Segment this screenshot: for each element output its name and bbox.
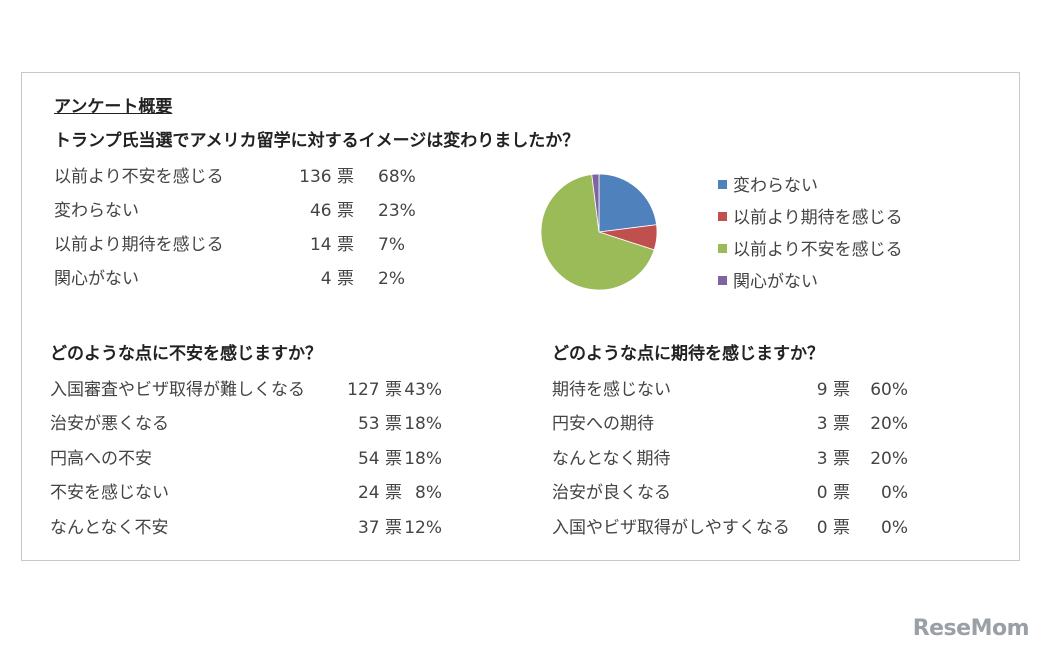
q1-row-label: 以前より不安を感じる (54, 167, 224, 187)
q1-row-votes: 14 票 (309, 235, 354, 255)
legend-swatch-red (718, 211, 727, 221)
q1-row-pct: 2% (378, 269, 405, 289)
q3-row-votes: 9 票 (816, 380, 850, 400)
q2-row-votes: 37 票 (357, 518, 402, 538)
q1-row-pct: 68% (378, 167, 416, 187)
q2-row-pct: 18% (404, 449, 442, 469)
q2-row-label: 円高への不安 (50, 449, 152, 469)
q3-row-votes: 3 票 (816, 414, 850, 434)
q2-row-label: 治安が悪くなる (50, 414, 169, 434)
q2-title: どのような点に不安を感じますか？ (50, 344, 322, 364)
pie-slice-1 (598, 173, 657, 233)
q2-row-votes: 53 票 (357, 414, 402, 434)
survey-panel: アンケート概要 トランプ氏当選でアメリカ留学に対するイメージは変わりましたか？ … (21, 72, 1020, 561)
legend-swatch-blue (718, 179, 727, 189)
survey-title: アンケート概要 (54, 97, 173, 117)
pie-slice-4 (591, 173, 600, 233)
q3-row-votes: 0 票 (816, 518, 850, 538)
resemom-logo: ReseMom (912, 616, 1030, 641)
q3-row-pct: 0% (881, 518, 908, 538)
legend-swatch-green (718, 243, 727, 253)
q3-row-label: 円安への期待 (552, 414, 654, 434)
legend-item: 以前より不安を感じる (718, 235, 903, 260)
q2-row-votes: 24 票 (357, 483, 402, 503)
q2-row-label: 不安を感じない (50, 483, 169, 503)
q2-row-votes: 127 票 (347, 380, 402, 400)
q3-row-pct: 20% (870, 414, 908, 434)
q3-row-label: 治安が良くなる (552, 483, 671, 503)
q1-row-votes: 4 票 (320, 269, 354, 289)
q1-row-pct: 7% (378, 235, 405, 255)
q2-row-pct: 12% (404, 518, 442, 538)
q3-row-pct: 60% (870, 380, 908, 400)
q3-row-pct: 20% (870, 449, 908, 469)
q1-row-votes: 136 票 (299, 167, 354, 187)
q3-row-label: 期待を感じない (552, 380, 671, 400)
q1-row-votes: 46 票 (309, 201, 354, 221)
pie-slice-3 (540, 174, 655, 291)
q1-title: トランプ氏当選でアメリカ留学に対するイメージは変わりましたか？ (54, 131, 580, 151)
legend-item: 以前より期待を感じる (718, 203, 903, 228)
q3-row-label: なんとなく期待 (552, 449, 671, 469)
q3-row-votes: 0 票 (816, 483, 850, 503)
q1-row-label: 関心がない (54, 269, 139, 289)
pie-legend: 変わらない 以前より期待を感じる 以前より不安を感じる 関心がない (718, 171, 978, 301)
q3-row-votes: 3 票 (816, 449, 850, 469)
q3-title: どのような点に期待を感じますか？ (552, 344, 824, 364)
q2-row-pct: 43% (404, 380, 442, 400)
q1-row-pct: 23% (378, 201, 416, 221)
pie-chart (540, 173, 658, 291)
q1-row-label: 変わらない (54, 201, 139, 221)
q1-row-label: 以前より期待を感じる (54, 235, 224, 255)
legend-item: 関心がない (718, 267, 818, 292)
q2-row-label: 入国審査やビザ取得が難しくなる (50, 380, 305, 400)
q2-row-label: なんとなく不安 (50, 518, 169, 538)
legend-item: 変わらない (718, 171, 818, 196)
q2-row-pct: 8% (415, 483, 442, 503)
q2-row-pct: 18% (404, 414, 442, 434)
q3-row-label: 入国やビザ取得がしやすくなる (552, 518, 790, 538)
q3-row-pct: 0% (881, 483, 908, 503)
legend-swatch-purple (718, 275, 727, 285)
q2-row-votes: 54 票 (357, 449, 402, 469)
